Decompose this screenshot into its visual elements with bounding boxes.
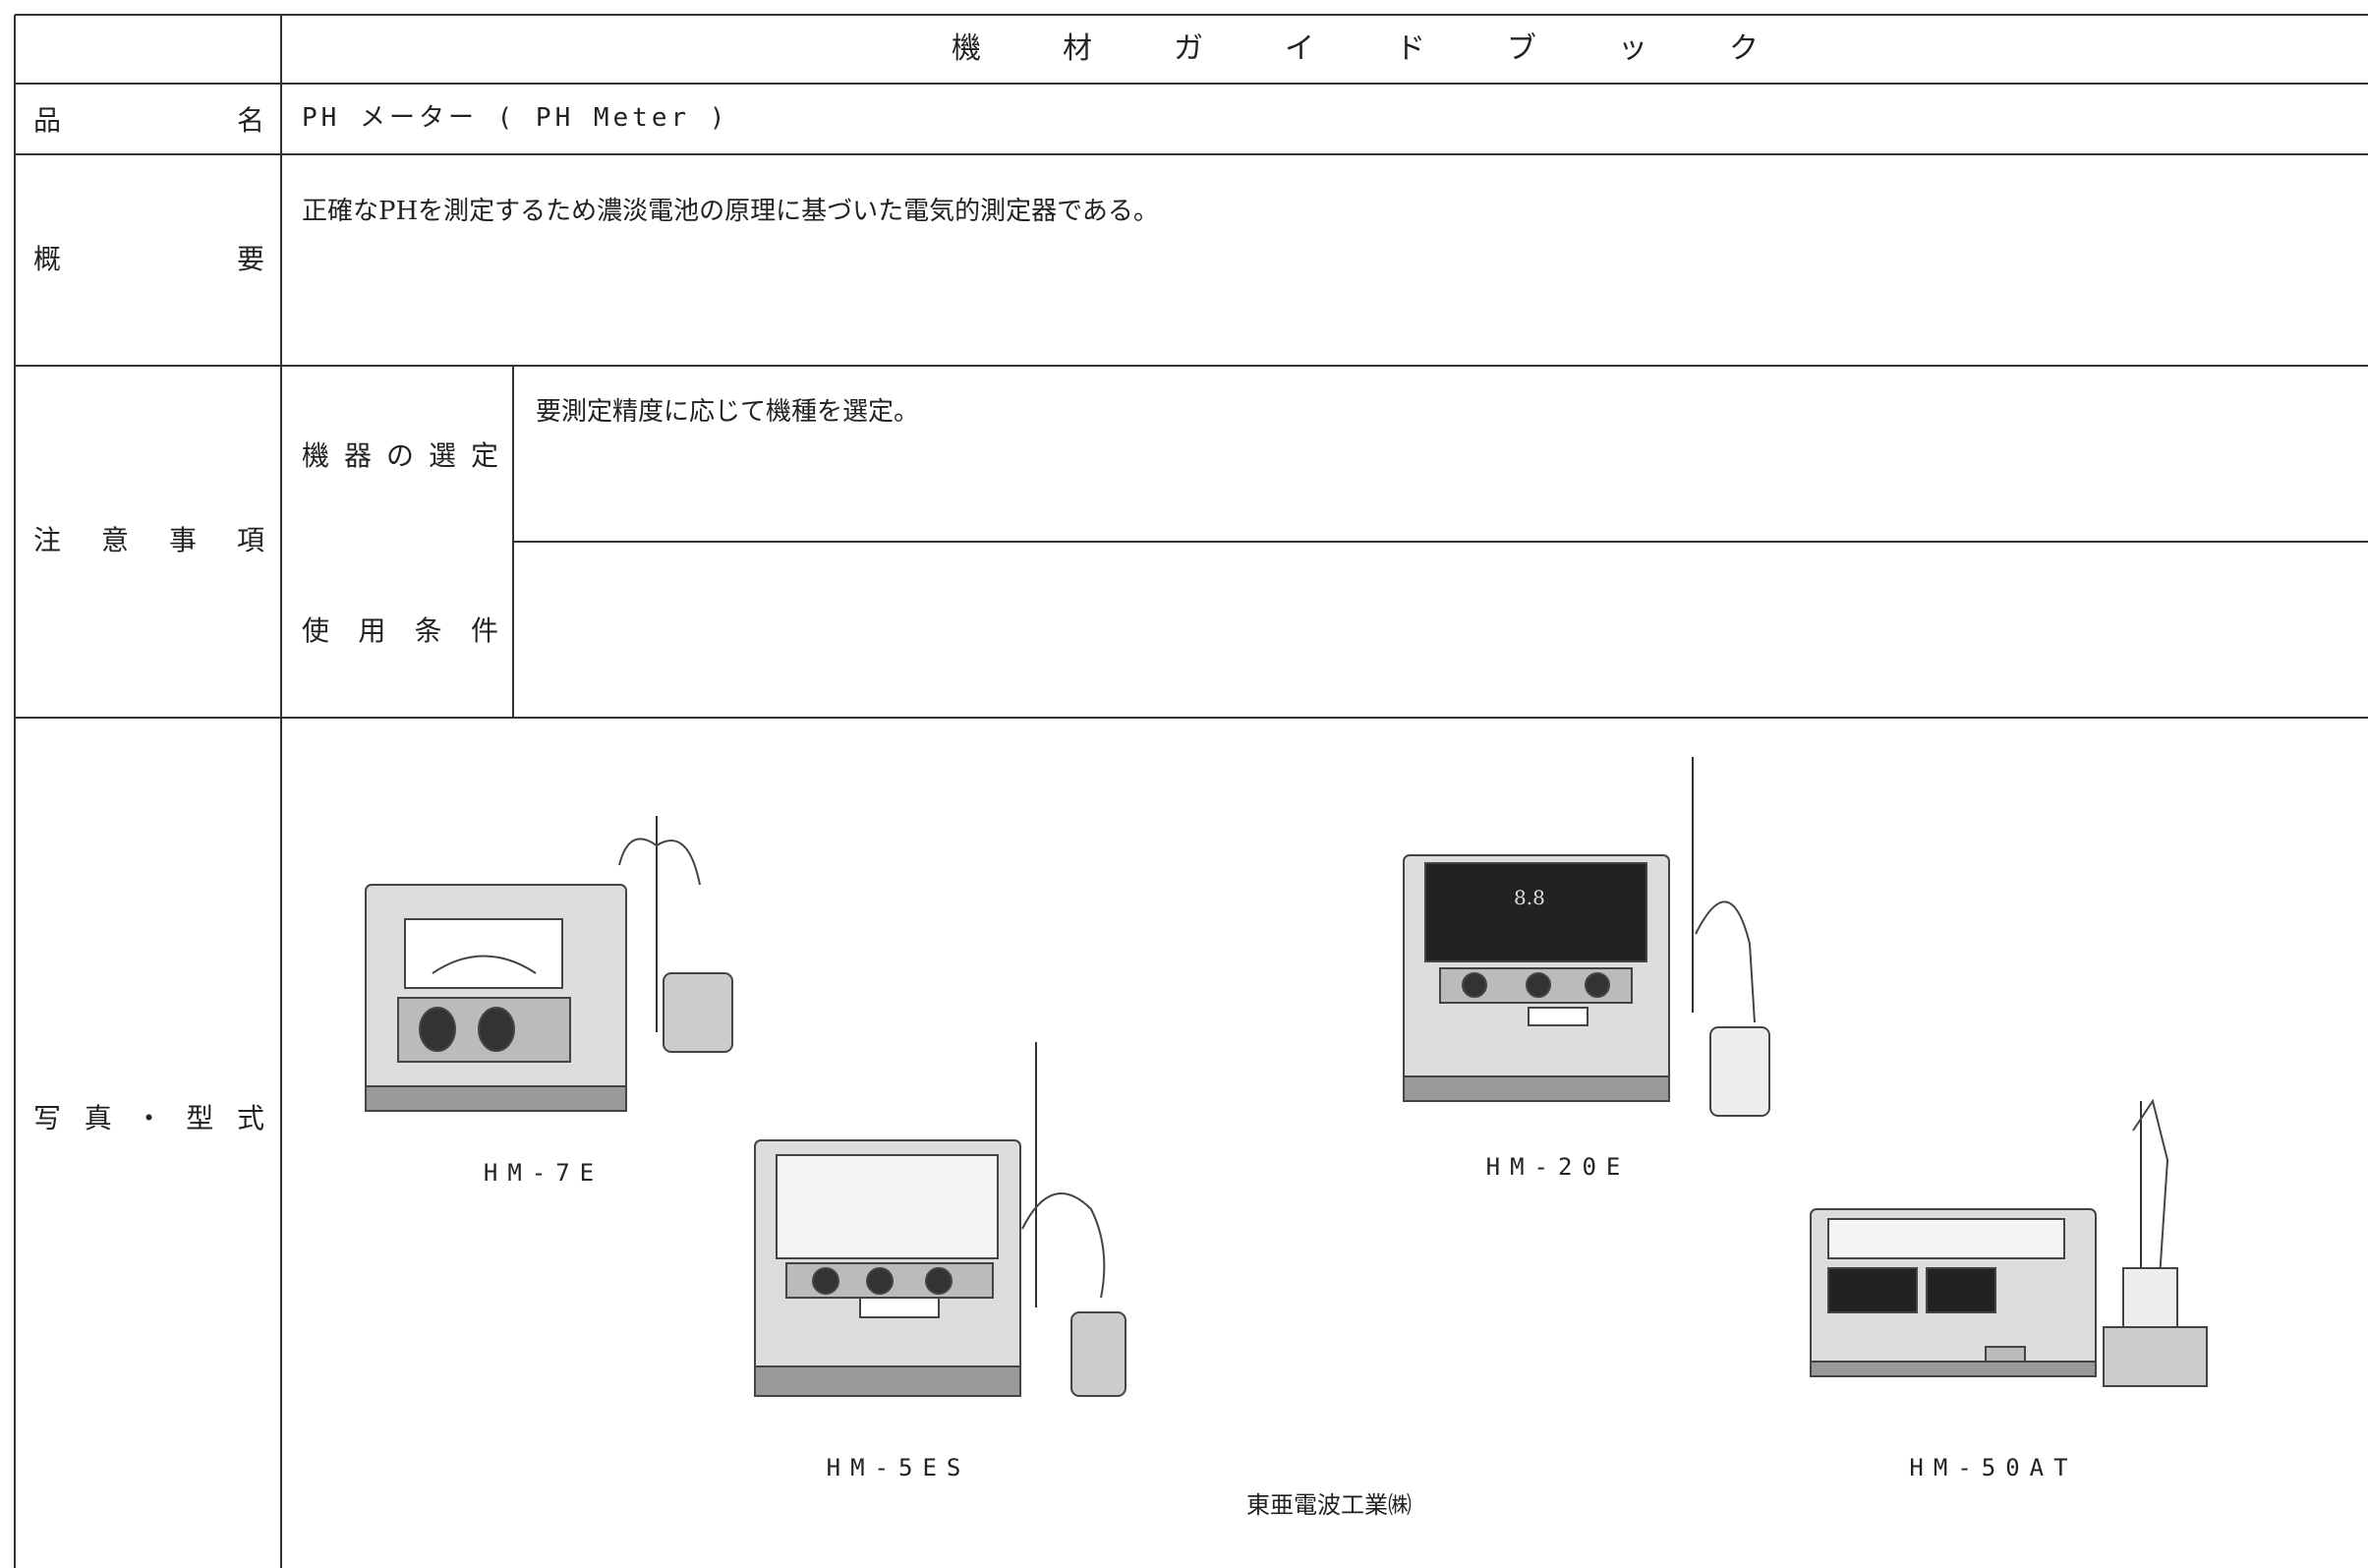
row-label: 写真・型式 [33,1102,264,1134]
photo-hm7e [365,816,733,1112]
product-name: PH メーター ( PH Meter ) [302,103,729,133]
model-caption: HM-5ES [826,1454,971,1481]
row-label: 注意事項 [33,524,264,556]
model-caption: HM-7E [483,1159,605,1187]
row-label: 概要 [33,243,264,275]
svg-text:8.8: 8.8 [1514,886,1545,909]
title: 機材ガイドブック [952,31,1840,66]
overview: 正確なPHを測定するため濃淡電池の原理に基づいた電気的測定器である。 [302,197,1159,226]
photo-hm20e: 8.8 [1403,757,1770,1117]
photo-hm5es [754,1042,1126,1397]
sub-label: 機器の選定 [302,439,498,472]
photo-hm50at [1810,1098,2208,1387]
maker: 東亜電波工業㈱ [1246,1491,1412,1519]
row-label: 品名 [33,104,264,137]
sub-label: 使用条件 [302,614,498,647]
selection-note: 要測定精度に応じて機種を選定。 [536,397,920,427]
model-caption: HM-20E [1485,1153,1631,1181]
model-caption: HM-50AT [1909,1454,2078,1481]
